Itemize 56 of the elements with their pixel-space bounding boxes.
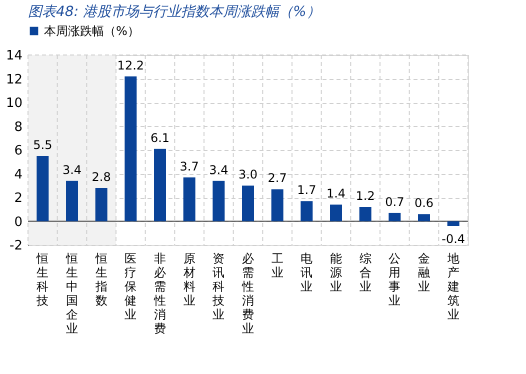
x-tick-label: 非必需性消费 <box>153 252 166 336</box>
data-label: 12.2 <box>117 58 144 72</box>
chart-title: 图表48: 港股市场与行业指数本周涨跌幅（%） <box>28 4 320 20</box>
x-tick-label: 医疗保健业 <box>124 252 137 322</box>
bar <box>271 189 284 222</box>
y-tick-label: 8 <box>14 120 22 135</box>
x-tick-label: 恒生中国企业 <box>65 252 78 336</box>
bar <box>66 180 78 222</box>
bar <box>388 212 401 222</box>
y-tick-label: 4 <box>14 167 22 182</box>
x-tick-label: 工业 <box>271 252 284 280</box>
y-tick-label: 10 <box>6 96 22 111</box>
data-label: 3.4 <box>209 162 228 177</box>
data-label: 3.0 <box>238 168 258 182</box>
bar <box>418 214 430 222</box>
x-tick-label: 资讯科技业 <box>212 252 225 322</box>
x-tick-label: 地产建筑业 <box>446 252 460 322</box>
data-label: 2.7 <box>268 171 287 186</box>
data-label: 5.5 <box>33 138 52 152</box>
x-tick-label: 恒生科技 <box>36 252 49 308</box>
y-tick-label: 14 <box>6 48 22 64</box>
y-tick-label: 6 <box>14 144 22 158</box>
data-label: 3.4 <box>62 162 82 177</box>
data-label: 6.1 <box>150 130 170 145</box>
bar <box>124 76 137 222</box>
bar <box>242 186 254 222</box>
x-tick-label: 电讯业 <box>300 252 313 294</box>
bar <box>183 177 196 222</box>
data-label: 1.7 <box>297 183 316 198</box>
bar <box>212 180 225 222</box>
x-tick-label: 能源业 <box>330 252 342 294</box>
bar <box>359 207 372 222</box>
x-tick-label: 综合业 <box>359 252 372 294</box>
x-tick-label: 必需性消费业 <box>241 252 254 336</box>
data-label: 0.6 <box>414 196 434 210</box>
data-label: 0.7 <box>385 194 404 209</box>
bar <box>154 148 166 222</box>
bar <box>95 188 108 222</box>
y-tick-label: 0 <box>14 214 22 230</box>
y-tick-label: -2 <box>10 238 22 254</box>
legend-label: 本周涨跌幅（%） <box>44 24 140 38</box>
x-tick-label: 金融业 <box>418 252 430 294</box>
data-label: 1.2 <box>356 189 375 203</box>
bar <box>447 221 460 226</box>
y-tick-label: 2 <box>14 191 22 206</box>
bar <box>36 156 49 222</box>
x-tick-label: 恒生指数 <box>94 252 108 308</box>
bar <box>300 201 313 222</box>
data-label: 3.7 <box>180 159 199 174</box>
data-label: -0.4 <box>442 232 466 246</box>
y-tick-label: 12 <box>6 72 22 88</box>
x-tick-label: 公用事业 <box>388 252 401 308</box>
x-tick-label: 原材料业 <box>182 252 196 308</box>
data-label: 1.4 <box>326 186 346 201</box>
data-label: 2.8 <box>92 170 111 184</box>
bar <box>330 204 342 222</box>
